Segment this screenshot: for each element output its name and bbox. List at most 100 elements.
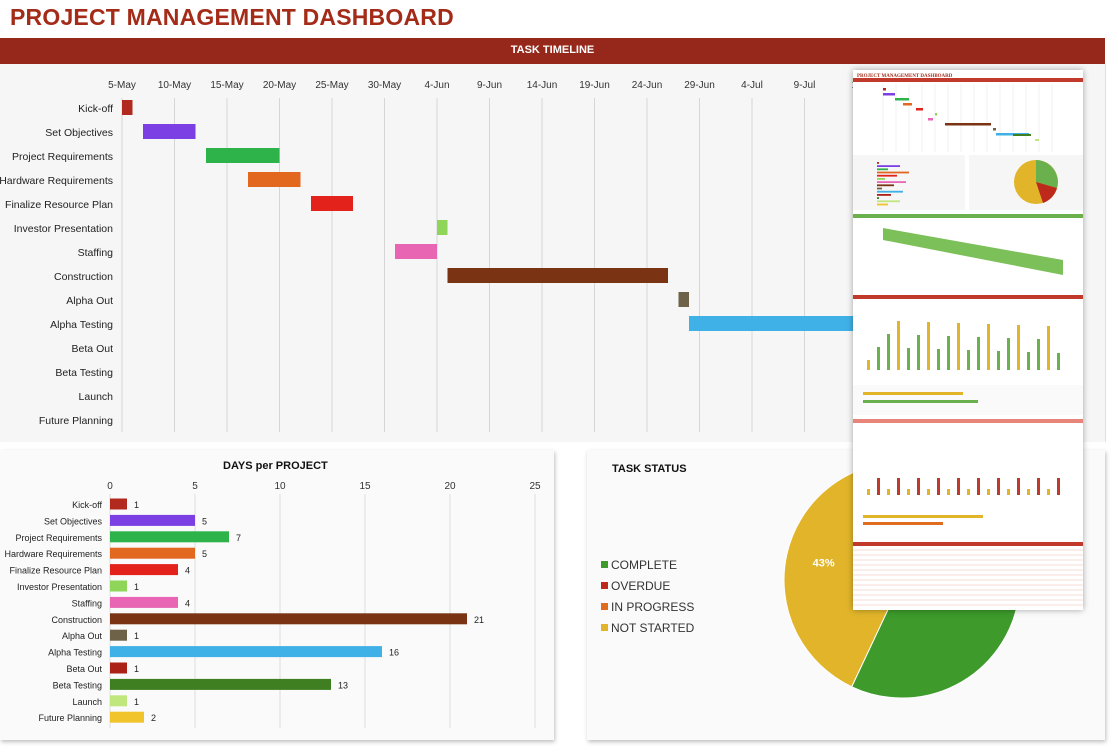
legend-item: NOT STARTED	[601, 617, 694, 638]
thumb-days-bar	[877, 174, 897, 177]
gantt-task-label: Kick-off	[78, 103, 113, 115]
days-value-label: 1	[134, 582, 139, 592]
days-bar	[110, 678, 331, 690]
thumb-column	[1027, 352, 1030, 370]
thumb-red-band	[853, 542, 1083, 546]
thumb-column	[1017, 325, 1020, 370]
thumb-column	[897, 321, 900, 370]
thumb-column	[967, 489, 970, 495]
gantt-bar	[689, 316, 857, 331]
thumb-progress-bar	[863, 515, 983, 518]
gantt-date-label: 14-Jun	[527, 80, 558, 91]
thumb-column	[897, 478, 900, 495]
gantt-task-label: Beta Out	[72, 343, 114, 355]
legend-swatch	[601, 582, 608, 589]
thumb-column	[937, 478, 940, 495]
gantt-bar	[678, 292, 689, 307]
thumb-column	[957, 323, 960, 370]
thumb-days-bar	[877, 171, 909, 174]
gantt-date-label: 9-Jun	[477, 80, 502, 91]
thumb-column	[1037, 478, 1040, 495]
gantt-task-label: Alpha Out	[66, 295, 113, 307]
thumb-days-bar	[877, 184, 894, 187]
gantt-task-label: Launch	[79, 391, 114, 403]
gantt-bar	[122, 100, 133, 115]
gantt-date-label: 19-Jun	[579, 80, 610, 91]
thumb-gantt-bar	[1035, 139, 1039, 141]
thumb-column	[947, 489, 950, 495]
gantt-date-label: 20-May	[263, 80, 296, 91]
gantt-bar	[447, 268, 668, 283]
thumb-column	[877, 347, 880, 370]
thumb-column	[997, 478, 1000, 495]
gantt-task-label: Set Objectives	[45, 127, 113, 139]
days-tick-label: 5	[192, 481, 198, 492]
thumb-pie-slice	[1036, 182, 1057, 203]
days-category-label: Launch	[72, 697, 102, 707]
thumb-progress-bar	[863, 522, 943, 525]
thumb-column	[867, 360, 870, 370]
days-bar	[110, 596, 178, 608]
thumb-column	[887, 334, 890, 370]
thumb-column	[977, 478, 980, 495]
task-status-title: TASK STATUS	[612, 463, 687, 475]
days-bar	[110, 662, 127, 674]
thumb-gantt-bar	[996, 133, 1029, 136]
thumb-gantt-bar	[993, 128, 996, 131]
gantt-date-label: 4-Jul	[741, 80, 763, 91]
days-category-label: Alpha Out	[62, 631, 103, 641]
gantt-task-label: Alpha Testing	[50, 319, 113, 331]
gantt-task-label: Project Requirements	[12, 151, 113, 163]
thumb-days-bar	[877, 200, 900, 203]
thumb-column	[877, 478, 880, 495]
thumb-days-bar	[877, 187, 882, 190]
thumb-days-bar	[877, 203, 888, 206]
thumb-days-bar	[877, 197, 879, 199]
thumb-pie-slice	[1036, 160, 1058, 188]
days-bar	[110, 514, 195, 526]
thumb-days-bar	[877, 165, 900, 167]
legend-item: COMPLETE	[601, 554, 694, 575]
legend-swatch	[601, 603, 608, 610]
thumbnail-graphic: PROJECT MANAGEMENT DASHBOARD	[853, 74, 1083, 606]
thumb-column	[1027, 489, 1030, 495]
task-timeline-header: TASK TIMELINE	[0, 38, 1105, 64]
gantt-task-label: Finalize Resource Plan	[5, 199, 113, 211]
thumb-column	[927, 322, 930, 370]
thumb-days-panel	[853, 155, 965, 210]
gantt-date-label: 9-Jul	[794, 80, 816, 91]
thumb-gantt-bar	[945, 123, 991, 126]
thumb-column	[927, 489, 930, 495]
days-tick-label: 20	[444, 481, 456, 492]
gantt-bar	[437, 220, 448, 235]
gantt-task-label: Beta Testing	[55, 367, 113, 379]
days-value-label: 4	[185, 598, 190, 608]
thumb-gantt-bar	[928, 118, 933, 121]
thumb-column	[1007, 338, 1010, 370]
thumb-column	[1057, 478, 1060, 495]
thumb-title: PROJECT MANAGEMENT DASHBOARD	[857, 74, 953, 79]
days-bar	[110, 695, 127, 707]
days-value-label: 1	[134, 664, 139, 674]
gantt-date-label: 15-May	[210, 80, 243, 91]
pie-percent-label: 43%	[813, 557, 835, 569]
days-category-label: Beta Testing	[53, 680, 102, 690]
thumb-column	[907, 348, 910, 370]
days-category-label: Investor Presentation	[17, 582, 102, 592]
days-bar	[110, 711, 144, 723]
thumb-days-bar	[877, 162, 879, 164]
thumb-gantt-bar	[895, 98, 909, 101]
days-value-label: 5	[202, 516, 207, 526]
days-tick-label: 0	[107, 481, 113, 492]
thumb-days-bar	[877, 194, 891, 196]
days-bar	[110, 613, 467, 625]
gantt-bar	[206, 148, 280, 163]
days-bar	[110, 498, 127, 510]
gantt-date-label: 29-Jun	[684, 80, 715, 91]
gantt-date-label: 24-Jun	[632, 80, 663, 91]
dashboard-thumbnail-preview: PROJECT MANAGEMENT DASHBOARD	[853, 70, 1083, 610]
gantt-task-label: Staffing	[78, 247, 114, 259]
days-value-label: 4	[185, 566, 190, 576]
days-bar	[110, 531, 229, 543]
thumb-column	[947, 336, 950, 370]
